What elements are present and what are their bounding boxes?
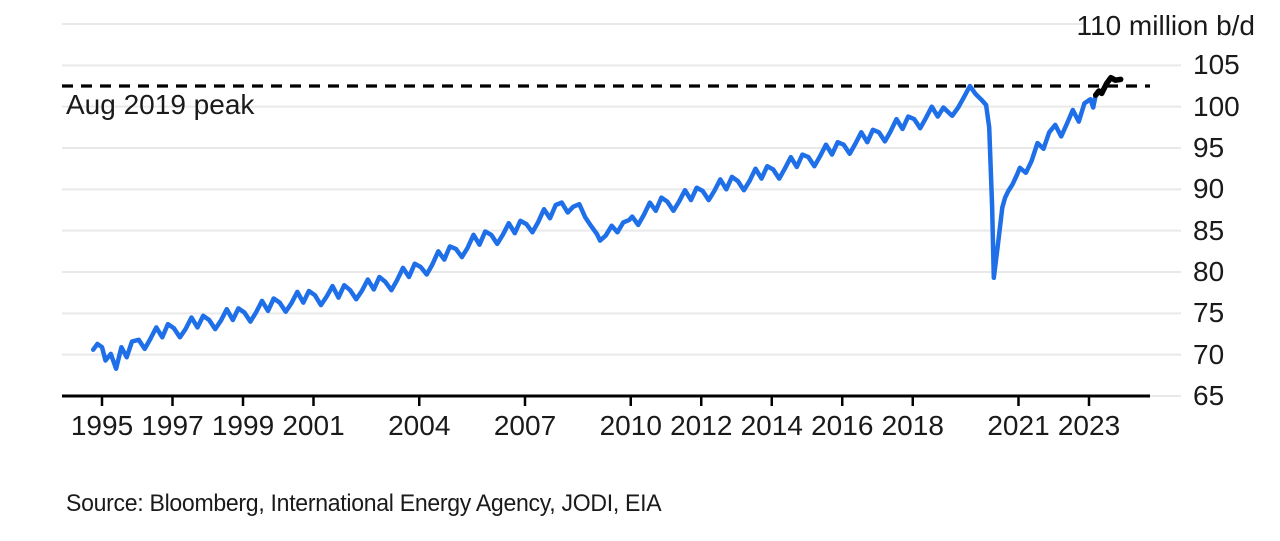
- x-axis-label: 2012: [670, 410, 733, 441]
- y-axis-label: 100: [1193, 90, 1240, 122]
- x-axis-label: 1997: [141, 410, 204, 441]
- y-axis-label: 65: [1193, 380, 1225, 411]
- x-axis-label: 2023: [1057, 410, 1121, 441]
- x-axis-label: 2004: [388, 410, 451, 441]
- x-axis-label: 2007: [493, 410, 557, 441]
- x-axis-label: 1995: [70, 410, 134, 441]
- y-axis-label: 95: [1193, 132, 1225, 163]
- x-axis-label: 2021: [987, 410, 1050, 441]
- x-axis-label: 2016: [811, 410, 874, 441]
- y-axis-unit-label: 110 million b/d: [1076, 10, 1255, 41]
- x-axis-label: 1999: [211, 410, 275, 441]
- y-axis-label: 75: [1193, 297, 1225, 329]
- y-axis-label: 85: [1193, 214, 1225, 246]
- x-axis-label: 2014: [740, 410, 803, 441]
- y-axis-label: 70: [1193, 338, 1225, 370]
- x-axis-label: 2018: [881, 410, 944, 441]
- x-axis-label: 2010: [599, 410, 662, 441]
- x-axis-label: 2001: [282, 410, 345, 441]
- peak-annotation-label: Aug 2019 peak: [66, 89, 255, 120]
- y-axis-label: 90: [1193, 173, 1225, 205]
- latest-months-line: [1092, 74, 1124, 98]
- oil-demand-line: [90, 83, 1098, 371]
- y-axis-label: 80: [1193, 256, 1225, 287]
- source-note: Source: Bloomberg, International Energy …: [66, 490, 662, 517]
- y-axis-label: 105: [1193, 49, 1240, 81]
